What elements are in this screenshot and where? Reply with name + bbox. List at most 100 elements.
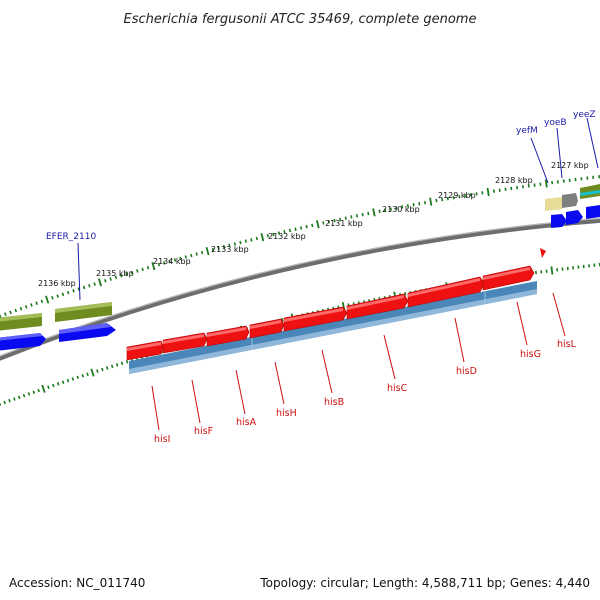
cds-feature-yefm[interactable] [545, 197, 562, 211]
gene-label-hisa[interactable]: hisA [236, 417, 257, 428]
major-tick [429, 197, 433, 206]
minor-tick [481, 191, 484, 195]
minor-tick [412, 203, 415, 207]
major-tick [205, 246, 210, 256]
minor-tick [283, 230, 286, 234]
major-tick [151, 262, 156, 271]
gene-label-hisl[interactable]: hisL [557, 339, 577, 350]
scale-label: 2130 kbp [382, 205, 420, 214]
minor-tick [311, 223, 314, 228]
minor-tick [56, 294, 59, 298]
his-gene-highlight [127, 342, 161, 351]
right-feature-group [540, 184, 600, 258]
major-tick [97, 278, 103, 287]
gene-label-yeez[interactable]: yeeZ [573, 110, 596, 120]
scale-label: 2132 kbp [268, 232, 306, 241]
minor-tick [32, 390, 36, 394]
minor-tick [244, 239, 247, 243]
minor-tick [22, 393, 26, 398]
minor-tick [136, 269, 139, 273]
his-gene-arrows [126, 265, 535, 361]
minor-tick [120, 273, 123, 278]
minor-tick [77, 287, 80, 291]
minor-tick [527, 184, 530, 188]
major-tick [45, 295, 50, 304]
gene-label-hisc[interactable]: hisC [387, 383, 408, 394]
minor-tick [378, 209, 381, 213]
minor-tick [168, 259, 171, 264]
gene-label-yefm[interactable]: yefM [516, 126, 538, 136]
scale-label: 2136 kbp [38, 279, 76, 288]
minor-tick [222, 245, 226, 249]
minor-tick [82, 285, 86, 290]
minor-tick [350, 215, 353, 219]
gene-label-hisd[interactable]: hisD [456, 366, 477, 377]
minor-tick [14, 308, 18, 313]
cds-feature[interactable] [586, 205, 600, 219]
minor-tick [281, 318, 284, 322]
major-tick [544, 179, 548, 188]
minor-tick [9, 310, 12, 315]
minor-tick [93, 282, 96, 286]
minor-tick [66, 290, 70, 295]
gene-label-hish[interactable]: hisH [276, 408, 297, 419]
minor-tick [125, 360, 129, 364]
minor-tick [56, 382, 60, 386]
minor-tick [492, 189, 495, 193]
minor-tick [361, 212, 364, 217]
minor-tick [30, 303, 33, 307]
minor-tick [469, 193, 472, 197]
cds-feature[interactable] [566, 210, 583, 225]
gene-label-hisf[interactable]: hisF [194, 426, 213, 437]
minor-tick [195, 252, 198, 256]
minor-tick [464, 193, 467, 198]
minor-tick [72, 289, 75, 293]
major-tick [372, 208, 376, 217]
his-gene-highlight [347, 295, 404, 310]
minor-tick [120, 361, 124, 366]
minor-tick [233, 242, 237, 246]
minor-tick [81, 374, 84, 378]
scale-label: 2133 kbp [211, 245, 249, 254]
minor-tick [101, 367, 104, 372]
major-tick [486, 187, 490, 197]
minor-tick [130, 270, 134, 275]
minor-tick [266, 234, 269, 238]
hisL-marker [540, 248, 546, 258]
minor-tick [228, 243, 231, 248]
minor-tick [200, 250, 204, 255]
map-title: Escherichia fergusonii ATCC 35469, compl… [124, 12, 477, 27]
major-tick [260, 232, 265, 242]
minor-tick [71, 377, 75, 381]
gene-label-hisb[interactable]: hisB [324, 397, 344, 408]
minor-tick [211, 247, 215, 252]
minor-tick [255, 236, 258, 241]
minor-tick [61, 380, 65, 384]
minor-tick [17, 395, 21, 400]
his-gene-arrow[interactable] [407, 276, 485, 308]
minor-tick [47, 385, 50, 389]
gene-label-yoeb[interactable]: yoeB [544, 118, 567, 128]
his-gene-highlight [284, 308, 343, 322]
minor-tick [0, 314, 2, 318]
minor-tick [86, 372, 89, 376]
accession-text: Accession: NC_011740 [9, 576, 145, 590]
cds-feature-yoeb[interactable] [562, 193, 578, 208]
minor-tick [8, 398, 11, 403]
minor-tick [521, 185, 524, 189]
cds-feature[interactable] [551, 214, 567, 228]
minor-tick [239, 240, 242, 245]
minor-tick [333, 218, 336, 223]
minor-tick [384, 208, 387, 212]
minor-tick [367, 211, 370, 216]
minor-tick [109, 277, 112, 281]
gene-label-hisi[interactable]: hisI [154, 434, 170, 445]
his-gene-arrow[interactable] [482, 265, 535, 291]
gene-label-efer-2110[interactable]: EFER_2110 [46, 232, 96, 242]
minor-tick [344, 216, 347, 220]
minor-tick [125, 272, 128, 276]
gene-label-hisg[interactable]: hisG [520, 349, 541, 360]
gene-labels: EFER_2110 yefM yoeB yeeZ hisI hisF hisA … [46, 110, 596, 445]
his-gene-highlight [207, 327, 246, 337]
